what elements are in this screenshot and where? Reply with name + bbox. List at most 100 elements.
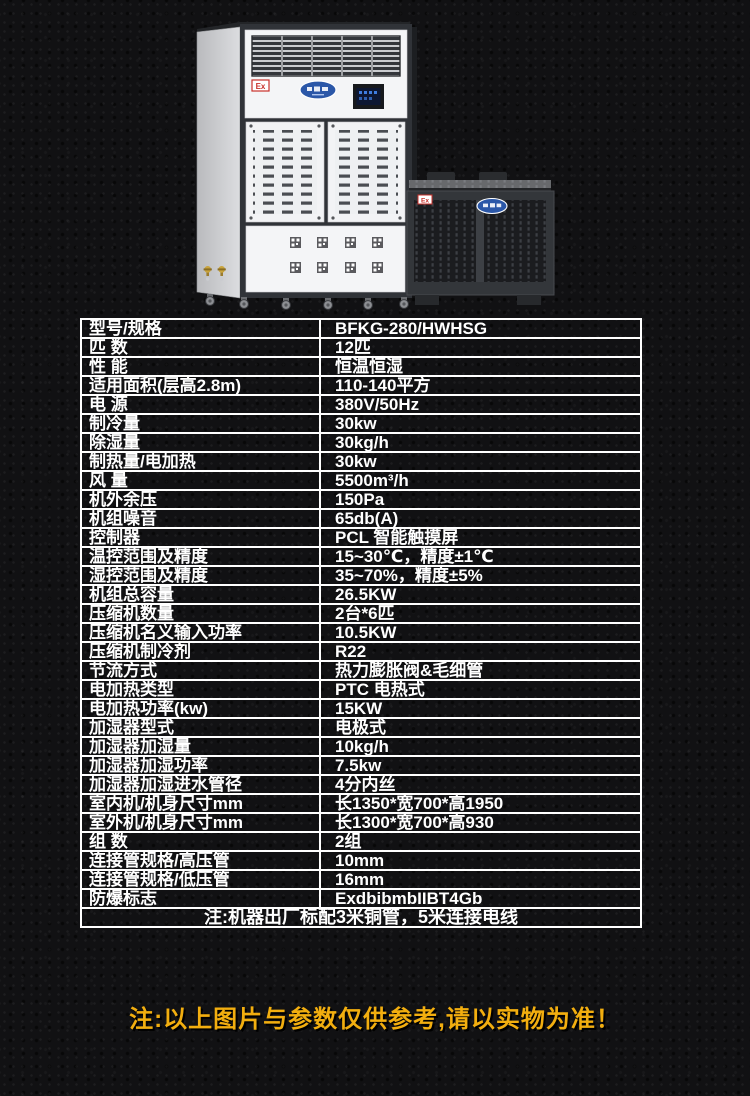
spec-label: 适用面积(层高2.8m): [80, 375, 321, 396]
spec-label: 加湿器型式: [80, 717, 321, 738]
ex-badge-indoor: Ex: [251, 79, 270, 92]
bottom-panel: [245, 225, 406, 293]
spec-row: 压缩机名义输入功率 10.5KW: [80, 622, 642, 643]
spec-value: 10.5KW: [319, 622, 642, 643]
spec-value: 2组: [319, 831, 642, 852]
spec-row: 型号/规格 BFKG-280/HWHSG: [80, 318, 642, 339]
spec-label: 防爆标志: [80, 888, 321, 909]
spec-value: 65db(A): [319, 508, 642, 529]
spec-value: BFKG-280/HWHSG: [319, 318, 642, 339]
spec-row: 电 源 380V/50Hz: [80, 394, 642, 415]
spec-label: 型号/规格: [80, 318, 321, 339]
disclaimer-note: 注:以上图片与参数仅供参考,请以实物为准！: [129, 1006, 621, 1033]
spec-row: 制冷量 30kw: [80, 413, 642, 434]
spec-label: 压缩机数量: [80, 603, 321, 624]
spec-value: 热力膨胀阀&毛细管: [319, 660, 642, 681]
spec-label: 温控范围及精度: [80, 546, 321, 567]
spec-row: 电加热类型 PTC 电热式: [80, 679, 642, 700]
spec-label: 室内机/机身尺寸mm: [80, 793, 321, 814]
indoor-unit-side-panel: [196, 26, 241, 299]
ex-badge-outdoor: Ex: [417, 194, 433, 205]
indoor-unit: Ex: [196, 22, 417, 310]
spec-label: 匹 数: [80, 337, 321, 358]
product-image: Ex: [165, 10, 585, 312]
spec-value: 26.5KW: [319, 584, 642, 605]
spec-value: 30kw: [319, 451, 642, 472]
spec-row: 室外机/机身尺寸mm 长1300*宽700*高930: [80, 812, 642, 833]
spec-row: 风 量 5500m³/h: [80, 470, 642, 491]
spec-value: 110-140平方: [319, 375, 642, 396]
spec-label: 湿控范围及精度: [80, 565, 321, 586]
vent-panel-right: [327, 121, 406, 223]
spec-value: R22: [319, 641, 642, 662]
spec-value: 30kw: [319, 413, 642, 434]
spec-row: 室内机/机身尺寸mm 长1350*宽700*高1950: [80, 793, 642, 814]
spec-value: 2台*6匹: [319, 603, 642, 624]
spec-value: 5500m³/h: [319, 470, 642, 491]
product-illustration: Ex: [196, 22, 555, 310]
spec-row: 加湿器加湿量 10kg/h: [80, 736, 642, 757]
spec-value: 16mm: [319, 869, 642, 890]
control-screen: [353, 84, 384, 109]
air-outlet-grille: [251, 35, 401, 77]
spec-value: 电极式: [319, 717, 642, 738]
spec-label: 性 能: [80, 356, 321, 377]
brand-logo-indoor: [299, 80, 337, 100]
spec-label: 控制器: [80, 527, 321, 548]
spec-value: 150Pa: [319, 489, 642, 510]
spec-row: 控制器 PCL 智能触摸屏: [80, 527, 642, 548]
spec-label: 加湿器加湿量: [80, 736, 321, 757]
spec-label: 电 源: [80, 394, 321, 415]
spec-label: 压缩机制冷剂: [80, 641, 321, 662]
spec-value: 长1300*宽700*高930: [319, 812, 642, 833]
spec-value: ExdbibmbIIBT4Gb: [319, 888, 642, 909]
spec-row: 制热量/电加热 30kw: [80, 451, 642, 472]
spec-value: 4分内丝: [319, 774, 642, 795]
outdoor-foot: [517, 295, 541, 305]
spec-row: 组 数 2组: [80, 831, 642, 852]
spec-value: 12匹: [319, 337, 642, 358]
spec-row: 压缩机制冷剂 R22: [80, 641, 642, 662]
spec-row: 机外余压 150Pa: [80, 489, 642, 510]
outdoor-fans: [409, 172, 551, 192]
spec-row: 电加热功率(kw) 15KW: [80, 698, 642, 719]
spec-label: 电加热类型: [80, 679, 321, 700]
spec-value: 10kg/h: [319, 736, 642, 757]
spec-label: 除湿量: [80, 432, 321, 453]
spec-row: 机组总容量 26.5KW: [80, 584, 642, 605]
spec-value: 长1350*宽700*高1950: [319, 793, 642, 814]
spec-label: 节流方式: [80, 660, 321, 681]
spec-row: 除湿量 30kg/h: [80, 432, 642, 453]
spec-row: 加湿器加湿进水管径 4分内丝: [80, 774, 642, 795]
spec-row: 压缩机数量 2台*6匹: [80, 603, 642, 624]
spec-row: 适用面积(层高2.8m) 110-140平方: [80, 375, 642, 396]
spec-label: 连接管规格/低压管: [80, 869, 321, 890]
spec-label: 组 数: [80, 831, 321, 852]
spec-label: 机组总容量: [80, 584, 321, 605]
spec-row: 节流方式 热力膨胀阀&毛细管: [80, 660, 642, 681]
ex-badge-text: Ex: [256, 82, 266, 91]
spec-label: 加湿器加湿进水管径: [80, 774, 321, 795]
outdoor-foot: [415, 295, 439, 305]
spec-row: 温控范围及精度 15~30℃，精度±1℃: [80, 546, 642, 567]
spec-value: 30kg/h: [319, 432, 642, 453]
spec-row: 湿控范围及精度 35~70%，精度±5%: [80, 565, 642, 586]
spec-value: 10mm: [319, 850, 642, 871]
spec-row: 连接管规格/低压管 16mm: [80, 869, 642, 890]
spec-label: 电加热功率(kw): [80, 698, 321, 719]
brand-logo-outdoor: [476, 197, 508, 215]
spec-row: 加湿器型式 电极式: [80, 717, 642, 738]
spec-footnote-row: 注:机器出厂标配3米铜管，5米连接电线: [80, 907, 642, 928]
outdoor-unit: Ex: [406, 172, 555, 305]
spec-label: 制冷量: [80, 413, 321, 434]
spec-value: PCL 智能触摸屏: [319, 527, 642, 548]
spec-value: 恒温恒湿: [319, 356, 642, 377]
spec-table-body: 型号/规格 BFKG-280/HWHSG 匹 数 12匹性 能恒温恒湿 适用面积(层高2…: [80, 318, 642, 928]
spec-label: 压缩机名义输入功率: [80, 622, 321, 643]
spec-label: 制热量/电加热: [80, 451, 321, 472]
spec-label: 机外余压: [80, 489, 321, 510]
spec-value: 35~70%，精度±5%: [319, 565, 642, 586]
spec-row: 防爆标志 ExdbibmbIIBT4Gb: [80, 888, 642, 909]
spec-value: 15KW: [319, 698, 642, 719]
